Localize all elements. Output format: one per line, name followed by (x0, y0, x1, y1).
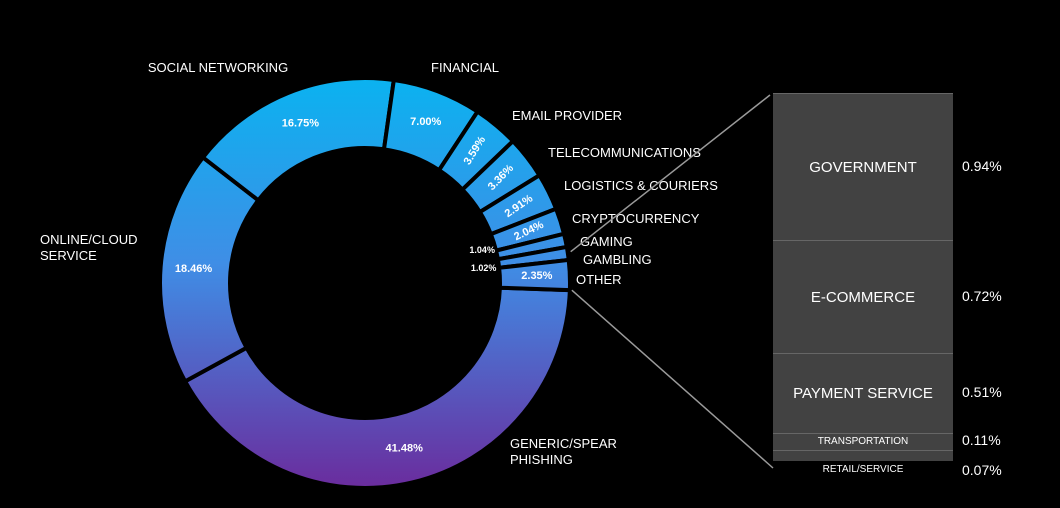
breakdown-bar-e-commerce: E-COMMERCE (773, 240, 953, 353)
breakdown-value-transportation: 0.11% (962, 432, 1001, 449)
category-label-cryptocurrency: CRYPTOCURRENCY (572, 211, 700, 226)
value-label-financial: 7.00% (410, 116, 441, 128)
value-label-generic-spear-phishing: 41.48% (386, 442, 424, 454)
value-label-social-networking: 16.75% (282, 118, 320, 130)
category-label-generic-spear-phishing: GENERIC/SPEAR PHISHING (510, 436, 617, 467)
breakdown-label-retail-service: RETAIL/SERVICE (822, 464, 904, 475)
breakdown-value-retail-service: 0.07% (962, 462, 1002, 478)
value-label-gaming: 1.04% (469, 245, 495, 255)
breakdown-value-e-commerce: 0.72% (962, 287, 1002, 304)
category-label-telecommunications: TELECOMMUNICATIONS (548, 145, 701, 160)
category-labels: GENERIC/SPEAR PHISHING ONLINE/CLOUD SERVICE… (40, 60, 718, 467)
value-label-other: 2.35% (521, 270, 552, 282)
category-label-logistics-couriers: LOGISTICS & COURIERS (564, 178, 718, 193)
category-label-financial: FINANCIAL (431, 60, 499, 75)
breakdown-label-transportation: TRANSPORTATION (817, 436, 909, 448)
breakdown-bar-transportation: TRANSPORTATION (773, 432, 953, 451)
category-label-social-networking: SOCIAL NETWORKING (148, 60, 288, 75)
category-label-gaming: GAMING (580, 234, 633, 249)
breakdown-bar-payment-service: PAYMENT SERVICE (773, 352, 953, 433)
breakdown-connectors (570, 94, 774, 469)
value-label-gambling: 1.02% (471, 263, 497, 273)
breakdown-bar-retail-service (773, 450, 953, 461)
donut-slices (158, 76, 572, 490)
connector-line-top (570, 94, 771, 253)
slice-other (496, 257, 572, 293)
breakdown-value-payment-service: 0.51% (962, 383, 1002, 400)
category-label-email-provider: EMAIL PROVIDER (512, 108, 622, 123)
breakdown-value-government: 0.94% (962, 157, 1002, 174)
breakdown-label-e-commerce: E-COMMERCE (810, 288, 916, 306)
slice-generic-spear-phishing (182, 285, 572, 490)
breakdown-label-payment-service: PAYMENT SERVICE (793, 384, 933, 402)
category-label-gambling: GAMBLING (583, 252, 652, 267)
slice-social-networking (200, 76, 397, 204)
category-label-other: OTHER (576, 272, 622, 287)
connector-line-bottom (571, 289, 774, 469)
value-label-online-cloud-service: 18.46% (175, 263, 213, 275)
breakdown-bar-government: GOVERNMENT (773, 93, 953, 241)
breakdown-label-government: GOVERNMENT (809, 158, 917, 176)
category-label-online-cloud-service: ONLINE/CLOUD SERVICE (40, 232, 138, 263)
